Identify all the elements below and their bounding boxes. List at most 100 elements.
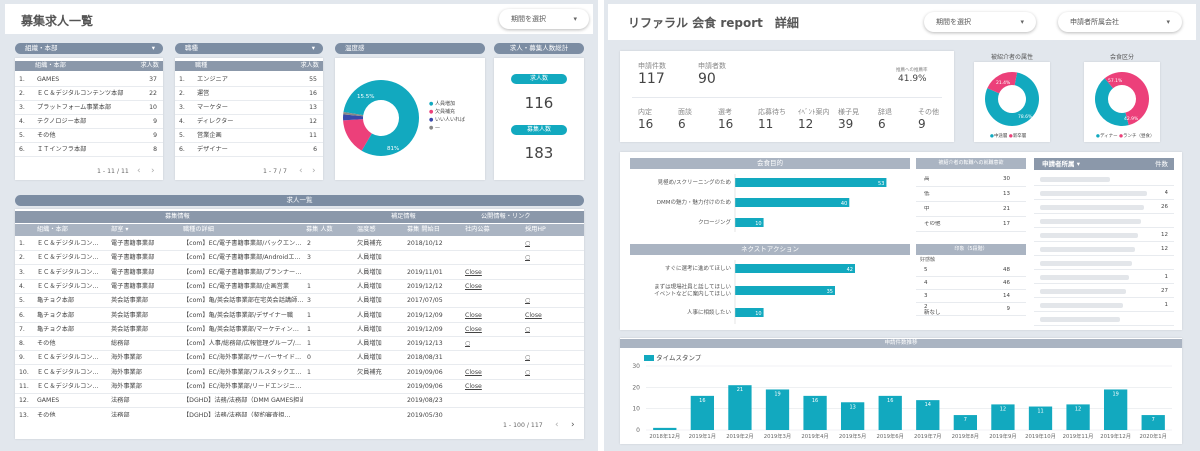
table-row[interactable]: 12. GAMES 法務部 【DGHD】法務/法務部（DMM GAMES担当… 2019…	[15, 394, 584, 409]
period-select[interactable]: 期間を選択 ▾	[924, 12, 1036, 32]
row-index: 4.	[179, 118, 185, 125]
bar-value-label: 11	[1037, 409, 1043, 415]
cell-internal[interactable]: Close	[465, 368, 482, 376]
cell-internal[interactable]: Close	[465, 325, 482, 333]
cell-internal[interactable]: ○	[465, 340, 471, 348]
col-header[interactable]: 件数	[1155, 160, 1168, 168]
table-row[interactable]: 4. ディレクター 12	[175, 115, 323, 129]
table-row[interactable]: 中 21	[916, 202, 1026, 217]
cell-date: 2019/12/09	[407, 311, 443, 319]
cell-internal[interactable]: Close	[465, 311, 482, 319]
table-row[interactable]: その他 17	[916, 217, 1026, 232]
table-row[interactable]: 5. その他 9	[15, 129, 163, 143]
cell-hp[interactable]: ○	[525, 240, 531, 247]
cell-num: 1	[307, 325, 311, 333]
table-row[interactable]	[1034, 172, 1174, 186]
table-row[interactable]: 1. ＥＣ＆デジタルコン… 電子書籍事業部 【com】EC/電子書籍事業部/バックエン…	[15, 237, 584, 251]
table-row[interactable]: 3. プラットフォーム事業本部 10	[15, 101, 163, 115]
table-row[interactable]: 12	[1034, 228, 1174, 242]
legend-label: いい人いれば	[434, 117, 465, 123]
table-row[interactable]: 10. ＥＣ＆デジタルコン… 海外事業部 【com】EC/海外事業部/フルスタックエ……	[15, 366, 584, 380]
table-row[interactable]: 13. その他 法務部 【DGHD】法務/法務部（契約審査担… 2019/05/30	[15, 409, 584, 417]
col-header[interactable]: 採用HP	[525, 226, 546, 233]
table-row[interactable]: 27	[1034, 284, 1174, 298]
col-header[interactable]: 募集 開始日	[407, 226, 440, 233]
col-header[interactable]: 申請者所属 ▾	[1042, 160, 1081, 168]
table-row[interactable]: 2. ＥＣ＆デジタルコンテンツ本部 22	[15, 87, 163, 101]
table-row[interactable]: 高 30	[916, 172, 1026, 187]
table-row[interactable]: 3. マーケター 13	[175, 101, 323, 115]
col-header[interactable]: 募集 人数	[306, 226, 333, 233]
cell-detail: 【com】EC/海外事業部/フルスタックエ…	[183, 368, 302, 376]
table-row[interactable]	[1034, 256, 1174, 270]
table-row[interactable]: 2 新なし 9	[916, 303, 1026, 316]
period-select[interactable]: 期間を選択 ▾	[499, 9, 589, 29]
cell-hp[interactable]: ○	[525, 254, 531, 262]
next-page-icon[interactable]: ›	[571, 420, 575, 430]
table-row[interactable]: 11. ＥＣ＆デジタルコン… 海外事業部 【com】EC/海外事業部/リードエンジニ……	[15, 380, 584, 394]
cell-hp[interactable]: ○	[525, 368, 531, 376]
col-header[interactable]: 職種	[195, 62, 208, 69]
cell-hp[interactable]: ○	[525, 354, 531, 362]
period-select-label: 期間を選択	[936, 18, 971, 26]
prev-page-icon[interactable]: ‹	[137, 166, 141, 176]
cell-internal[interactable]: Close	[465, 282, 482, 290]
total-recruits-value: 183	[524, 144, 554, 162]
redacted-name	[1040, 289, 1126, 294]
cell-hp[interactable]: Close	[525, 311, 542, 319]
table-row[interactable]: 7. 亀チョク本部 英会話事業部 【com】亀/英会話事業部/マーケティン… 1 人員増加…	[15, 323, 584, 337]
job-filter-header[interactable]: 職種 ▾	[175, 43, 323, 54]
table-row[interactable]: 5. 亀チョク本部 英会話事業部 【com】亀/英会話事業部在宅英会話講師… 3 人員増加…	[15, 294, 584, 309]
table-row[interactable]: 低 13	[916, 187, 1026, 202]
table-row[interactable]	[1034, 312, 1174, 326]
col-header[interactable]: 求人数	[300, 62, 319, 69]
prev-page-icon[interactable]: ‹	[299, 166, 303, 176]
table-row[interactable]: 2. 運営 16	[175, 87, 323, 101]
table-row[interactable]: 6. 亀チョク本部 英会話事業部 【com】亀/英会話事業部/デザイナー職 1 人員増加 2…	[15, 309, 584, 323]
row-value: 37	[149, 76, 157, 83]
dept-table: 組織・本部 求人数 1. GAMES 37 2. ＥＣ＆デジタルコンテンツ本部 22 3. プラ…	[15, 58, 163, 180]
donut1-header: 被紹介者の属性	[990, 54, 1033, 61]
table-row[interactable]: 4. ＥＣ＆デジタルコン… 電子書籍事業部 【com】EC/電子書籍事業部/企画営業 1…	[15, 280, 584, 294]
bar	[735, 286, 835, 295]
col-header[interactable]: 社内公募	[465, 226, 490, 233]
table-row[interactable]: 3 14	[916, 290, 1026, 303]
table-row[interactable]: 6. ＩＴインフラ本部 8	[15, 143, 163, 157]
table-row[interactable]: 5. 営業企画 11	[175, 129, 323, 143]
cell-internal[interactable]: Close	[465, 268, 482, 276]
table-row[interactable]: 2. ＥＣ＆デジタルコン… 電子書籍事業部 【com】EC/電子書籍事業部/Andro…	[15, 251, 584, 266]
col-header[interactable]: 求人数	[140, 62, 159, 69]
table-row[interactable]: 4 46	[916, 277, 1026, 290]
cell-hp[interactable]: ○	[525, 325, 531, 333]
table-row[interactable]: 4. テクノロジー本部 9	[15, 115, 163, 129]
company-select[interactable]: 申請者所属会社 ▾	[1058, 12, 1182, 32]
table-row[interactable]: 12	[1034, 242, 1174, 256]
table-row[interactable]: 9. ＥＣ＆デジタルコン… 海外事業部 【com】EC/海外事業部/サーバーサイド… 0…	[15, 351, 584, 366]
table-row[interactable]: 1	[1034, 270, 1174, 284]
legend-swatch: ●	[429, 125, 435, 131]
col-header[interactable]: 部室 ▾	[111, 226, 129, 233]
chevron-down-icon: ▾	[573, 15, 577, 23]
col-header[interactable]: 職種の詳細	[183, 226, 214, 233]
table-row[interactable]: 1. GAMES 37	[15, 73, 163, 87]
col-header[interactable]: 組織・本部	[37, 226, 68, 233]
cell-detail: 【com】人事/総務部/広報管理グループ/…	[183, 340, 302, 348]
table-row[interactable]	[1034, 214, 1174, 228]
table-row[interactable]: 3. ＥＣ＆デジタルコン… 電子書籍事業部 【com】EC/電子書籍事業部/プランナー…	[15, 266, 584, 280]
table-row[interactable]: 1	[1034, 298, 1174, 312]
cell-hp[interactable]: ○	[525, 297, 531, 305]
table-row[interactable]: 8. その他 総務部 【com】人事/総務部/広報管理グループ/… 1 人員増加 2019/…	[15, 337, 584, 352]
dept-filter-header[interactable]: 組織・本部 ▾	[15, 43, 163, 54]
next-page-icon[interactable]: ›	[312, 166, 316, 176]
col-header[interactable]: 組織・本部	[35, 62, 66, 69]
table-row[interactable]: 6. デザイナー 6	[175, 143, 323, 157]
cell-internal[interactable]: Close	[465, 383, 482, 390]
table-row[interactable]: 4	[1034, 186, 1174, 200]
table-row[interactable]: 5 48	[916, 264, 1026, 277]
prev-page-icon[interactable]: ‹	[555, 420, 559, 430]
table-row[interactable]: 1. エンジニア 55	[175, 73, 323, 87]
table-row[interactable]: 26	[1034, 200, 1174, 214]
next-page-icon[interactable]: ›	[151, 166, 155, 176]
col-header[interactable]: 温度感	[357, 226, 376, 233]
cell-org: ＥＣ＆デジタルコン…	[37, 240, 99, 247]
